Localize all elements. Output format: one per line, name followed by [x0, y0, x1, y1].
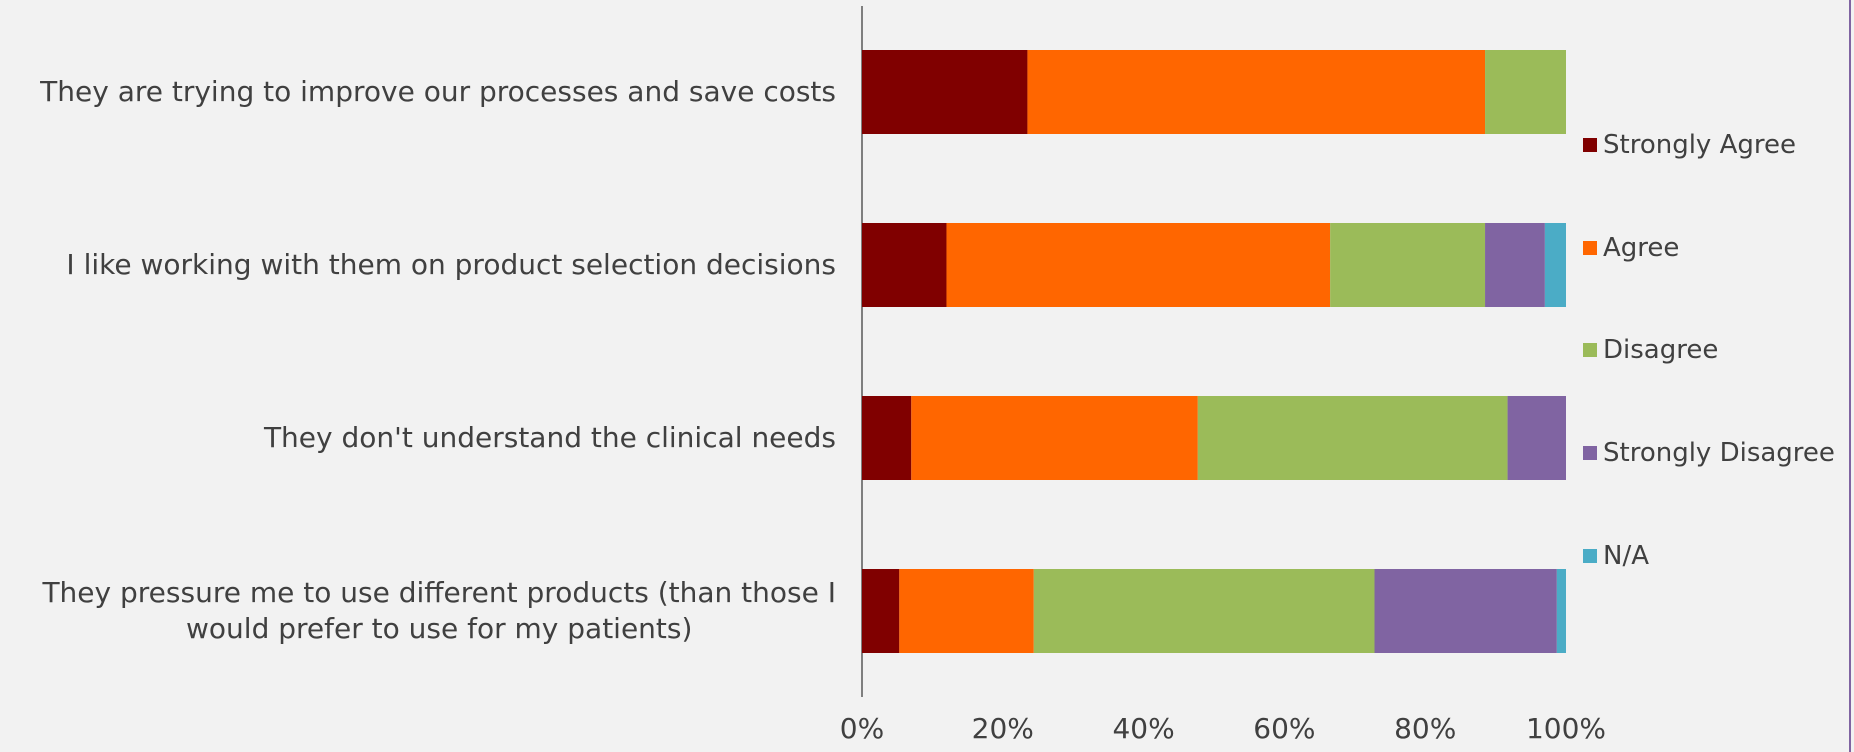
bar-segment-agree-row-0 — [1027, 50, 1486, 134]
legend-swatch-strongly-agree — [1583, 138, 1597, 152]
category-label-3: They pressure me to use different produc… — [6, 575, 836, 647]
legend-swatch-disagree — [1583, 343, 1597, 357]
category-label-3-line2: would prefer to use for my patients) — [186, 612, 693, 645]
category-label-0: They are trying to improve our processes… — [40, 75, 836, 108]
legend-label-na: N/A — [1603, 541, 1649, 571]
right-border — [1849, 0, 1851, 752]
legend-label-agree: Agree — [1603, 233, 1680, 263]
bar-segment-disagree-row-3 — [1033, 569, 1375, 653]
x-tick-label-20: 20% — [971, 712, 1034, 745]
bar-segment-strongly-agree-row-0 — [862, 50, 1028, 134]
category-label-3-line1: They pressure me to use different produc… — [42, 576, 836, 609]
bar-segment-strongly-agree-row-3 — [862, 569, 900, 653]
bar-segment-disagree-row-2 — [1197, 396, 1508, 480]
legend-label-strongly-agree: Strongly Agree — [1603, 130, 1796, 160]
bar-segment-agree-row-1 — [946, 223, 1331, 307]
x-tick-label-100: 100% — [1525, 712, 1607, 745]
bar-segment-strongly-disagree-row-1 — [1485, 223, 1545, 307]
legend-item-agree: Agree — [1583, 232, 1679, 264]
x-tick-label-60: 60% — [1253, 712, 1316, 745]
x-tick-label-0: 0% — [839, 712, 885, 745]
legend-item-strongly-disagree: Strongly Disagree — [1583, 437, 1835, 469]
bar-segment-n-a-row-3 — [1556, 569, 1566, 653]
bar-segment-strongly-disagree-row-2 — [1507, 396, 1566, 480]
bar-segment-strongly-agree-row-1 — [862, 223, 947, 307]
category-label-1: I like working with them on product sele… — [66, 248, 836, 281]
legend-label-disagree: Disagree — [1603, 335, 1719, 365]
bar-segment-disagree-row-0 — [1485, 50, 1566, 134]
legend-swatch-na — [1583, 549, 1597, 563]
bars-group — [862, 50, 1566, 653]
legend-item-na: N/A — [1583, 540, 1649, 572]
x-tick-label-40: 40% — [1112, 712, 1175, 745]
bar-segment-disagree-row-1 — [1330, 223, 1486, 307]
bar-segment-agree-row-2 — [911, 396, 1198, 480]
legend-swatch-agree — [1583, 241, 1597, 255]
category-label-2: They don't understand the clinical needs — [263, 421, 836, 454]
legend-label-strongly-disagree: Strongly Disagree — [1603, 438, 1835, 468]
legend-item-strongly-agree: Strongly Agree — [1583, 129, 1796, 161]
bar-segment-strongly-disagree-row-3 — [1374, 569, 1557, 653]
bar-segment-strongly-agree-row-2 — [862, 396, 912, 480]
bar-segment-n-a-row-1 — [1544, 223, 1566, 307]
bar-segment-agree-row-3 — [899, 569, 1034, 653]
legend-item-disagree: Disagree — [1583, 334, 1718, 366]
legend-swatch-strongly-disagree — [1583, 446, 1597, 460]
x-tick-label-80: 80% — [1394, 712, 1457, 745]
